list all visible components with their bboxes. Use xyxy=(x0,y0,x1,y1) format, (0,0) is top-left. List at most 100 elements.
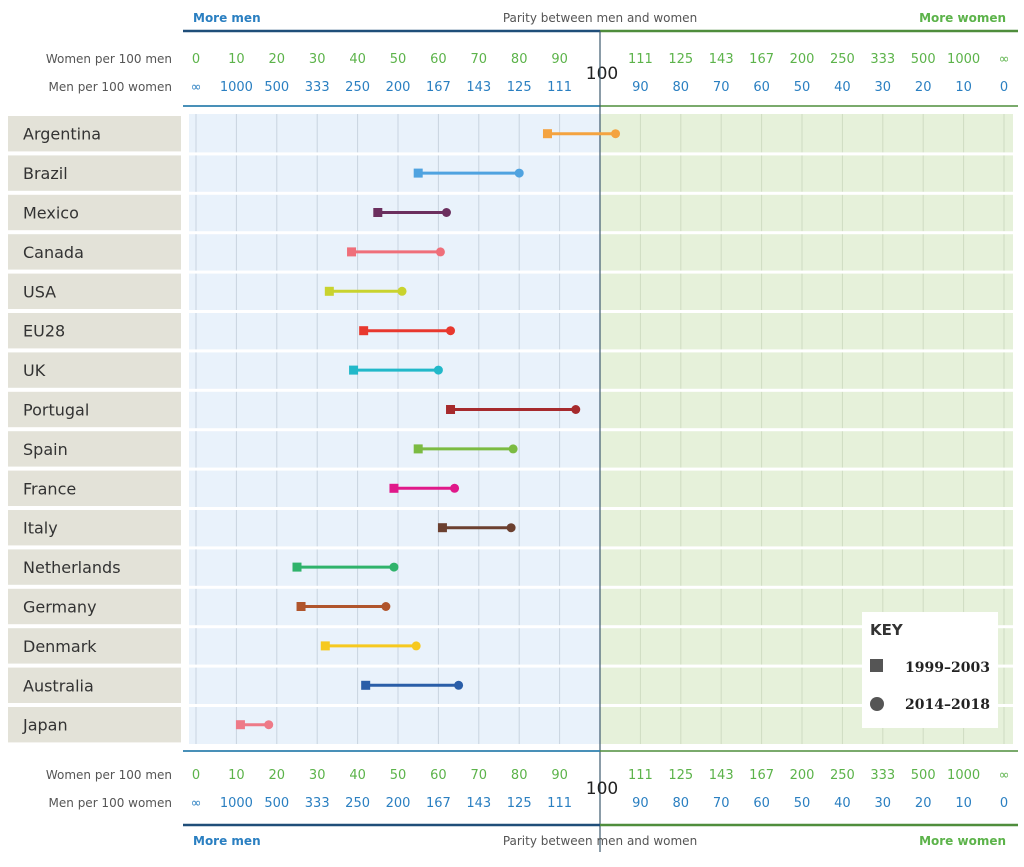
tick-women-right: 1000 xyxy=(947,52,980,67)
data-marks xyxy=(235,129,621,730)
row-separator xyxy=(189,546,1013,550)
country-label: Italy xyxy=(23,519,58,538)
tick-men-right: 50 xyxy=(794,796,811,811)
end-circle-marker xyxy=(397,286,407,296)
tick-women-right: 111 xyxy=(628,52,653,67)
parity-100-bottom: 100 xyxy=(586,779,618,799)
row-separator xyxy=(189,310,1013,313)
tick-men-left: 111 xyxy=(547,80,572,95)
tick-men-right: 10 xyxy=(955,80,972,95)
start-square-marker xyxy=(359,326,369,336)
start-square-marker xyxy=(446,405,456,414)
tick-men-left: 143 xyxy=(466,80,491,95)
parity-label-bottom: Parity between men and women xyxy=(503,834,697,848)
tick-women-right: 143 xyxy=(709,768,734,783)
tick-men-right: 80 xyxy=(673,796,690,811)
tick-women-left: 40 xyxy=(349,768,366,783)
legend-item-1: 1999–2003 xyxy=(905,660,990,676)
tick-women-left: 60 xyxy=(430,768,447,783)
end-circle-marker xyxy=(435,247,445,257)
tick-women-left: 80 xyxy=(511,52,528,67)
tick-labels-top: 0 10 20 30 40 50 60 70 80 90∞ 1000 500 333 250 200 167 1… xyxy=(191,52,1010,95)
tick-women-left: 90 xyxy=(551,52,568,67)
country-label: Mexico xyxy=(23,204,79,223)
tick-men-right: 90 xyxy=(632,796,649,811)
tick-women-left: 20 xyxy=(269,768,286,783)
country-label: Germany xyxy=(23,598,97,617)
end-circle-marker xyxy=(389,562,399,572)
country-label-box xyxy=(8,234,181,270)
tick-women-left: 50 xyxy=(390,768,407,783)
tick-women-right: 200 xyxy=(790,768,815,783)
tick-women-right: 125 xyxy=(668,768,693,783)
parity-100-top: 100 xyxy=(586,64,618,84)
country-label: USA xyxy=(23,282,56,301)
start-square-marker xyxy=(320,641,330,651)
end-circle-marker xyxy=(264,720,274,730)
country-label-box xyxy=(8,313,181,349)
tick-men-left: 143 xyxy=(466,796,491,811)
tick-men-left: 200 xyxy=(386,796,411,811)
row-separator xyxy=(189,467,1013,471)
parity-label-top: Parity between men and women xyxy=(503,11,697,25)
men-per-100-women-label-top: Men per 100 women xyxy=(49,80,172,94)
start-square-marker xyxy=(413,168,423,178)
end-circle-marker xyxy=(454,680,464,690)
tick-women-right: 143 xyxy=(709,52,734,67)
tick-men-left: 167 xyxy=(426,80,451,95)
country-label: EU28 xyxy=(23,322,65,341)
women-per-100-men-label-top: Women per 100 men xyxy=(46,52,172,66)
country-label-box xyxy=(8,707,181,743)
start-square-marker xyxy=(413,444,423,454)
tick-men-left: 500 xyxy=(264,80,289,95)
more-men-label-top: More men xyxy=(193,11,261,25)
legend: KEY 1999–2003 2014–2018 xyxy=(862,612,998,728)
tick-men-left: ∞ xyxy=(191,796,202,811)
tick-men-left: 125 xyxy=(507,80,532,95)
end-circle-marker xyxy=(381,602,391,611)
country-label: Spain xyxy=(23,440,68,459)
start-square-marker xyxy=(349,365,359,375)
tick-men-right: 70 xyxy=(713,796,730,811)
end-circle-marker xyxy=(508,444,518,454)
tick-men-left: 1000 xyxy=(220,796,253,811)
legend-square-icon xyxy=(870,659,883,672)
tick-men-left: ∞ xyxy=(191,80,202,95)
row-separator xyxy=(189,152,1013,156)
tick-women-right: 111 xyxy=(628,768,653,783)
tick-labels-bottom: 0 10 20 30 40 50 60 70 80 90∞ 1000 500 333 250 200 167 1… xyxy=(191,768,1010,811)
country-label-box xyxy=(8,667,181,703)
tick-women-right: 1000 xyxy=(947,768,980,783)
start-square-marker xyxy=(324,286,334,296)
more-men-label-bottom: More men xyxy=(193,834,261,848)
tick-women-right: 500 xyxy=(911,52,936,67)
tick-men-left: 1000 xyxy=(220,80,253,95)
tick-women-left: 30 xyxy=(309,52,326,67)
tick-men-left: 125 xyxy=(507,796,532,811)
tick-men-left: 200 xyxy=(386,80,411,95)
row-separator xyxy=(189,428,1013,432)
tick-women-left: 60 xyxy=(430,52,447,67)
tick-men-right: 30 xyxy=(875,796,892,811)
tick-women-left: 30 xyxy=(309,768,326,783)
country-label-box xyxy=(8,273,181,309)
country-label-box xyxy=(8,194,181,231)
women-per-100-men-label-bottom: Women per 100 men xyxy=(46,768,172,782)
tick-women-left: 90 xyxy=(551,768,568,783)
tick-women-right: ∞ xyxy=(999,768,1010,783)
tick-men-right: 0 xyxy=(1000,796,1008,811)
country-label: Brazil xyxy=(23,164,68,183)
row-separator xyxy=(189,270,1013,274)
country-label: Denmark xyxy=(23,637,97,656)
row-separators xyxy=(189,152,1013,707)
tick-women-right: 200 xyxy=(790,52,815,67)
country-label-box xyxy=(8,391,181,428)
tick-women-right: 250 xyxy=(830,52,855,67)
tick-men-right: 80 xyxy=(673,80,690,95)
row-separator xyxy=(189,388,1013,392)
tick-women-left: 50 xyxy=(390,52,407,67)
country-label: France xyxy=(23,479,76,498)
tick-men-right: 50 xyxy=(794,80,811,95)
tick-women-left: 70 xyxy=(471,52,488,67)
country-labels: Argentina Brazil Mexico Canada USA EU28 UK Port… xyxy=(8,116,181,743)
